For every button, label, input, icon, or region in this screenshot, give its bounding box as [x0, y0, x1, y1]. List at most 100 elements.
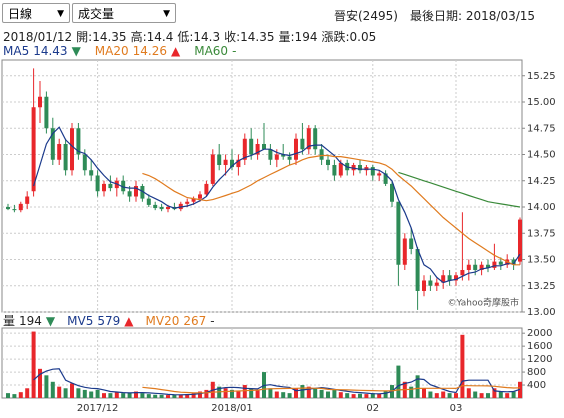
candle-body	[434, 282, 439, 286]
volume-bar	[486, 393, 490, 398]
candle-body	[89, 170, 94, 176]
candle-body	[166, 207, 170, 210]
volume-bar	[338, 392, 343, 398]
candle-body	[383, 173, 388, 184]
legend-name: MV5	[67, 314, 94, 328]
volume-bar	[422, 388, 426, 398]
info-line: 2018/01/12 開:14.35 高:14.4 低:14.3 收:14.35 量:19…	[3, 28, 380, 45]
volume-bar	[146, 394, 151, 398]
volume-bar	[326, 391, 330, 398]
volume-bar	[473, 391, 478, 398]
candle-body	[146, 198, 151, 205]
x-tick-label: 03	[450, 403, 463, 414]
candle-body	[236, 159, 241, 168]
candle-body	[6, 207, 10, 210]
volume-bar	[249, 388, 254, 398]
candle-body	[76, 128, 81, 155]
indicator-label: 成交量	[78, 7, 115, 21]
period-label: 日線	[8, 7, 33, 21]
volume-bar	[492, 388, 497, 398]
candle-body	[249, 138, 254, 155]
dropdown-arrow: ▼	[163, 9, 170, 19]
candle-body	[422, 280, 426, 291]
volume-bar	[198, 391, 202, 398]
candle-body	[402, 238, 407, 265]
candle-body	[31, 107, 36, 192]
volume-bar	[364, 394, 369, 398]
volume-bar	[153, 394, 158, 398]
candle-body	[217, 154, 222, 165]
candle-body	[511, 259, 516, 265]
candle-body	[313, 128, 318, 150]
y-tick-label: 800	[527, 367, 546, 378]
volume-bar	[191, 393, 196, 398]
indicator-select[interactable]: 成交量 ▼	[72, 3, 176, 23]
legend-name: 量	[3, 314, 16, 328]
y-tick-label: 15.25	[527, 71, 556, 82]
legend-name: MA60	[194, 44, 229, 58]
ma-line	[33, 126, 521, 284]
candle-body	[12, 209, 17, 211]
candle-body	[50, 128, 55, 160]
volume-legend: 量 194 ▼ MV5 579 ▲ MV20 267-	[3, 312, 227, 329]
volume-bar	[159, 394, 164, 398]
y-tick-label: 15.00	[527, 97, 556, 108]
volume-bar	[332, 389, 337, 398]
volume-bar	[31, 331, 36, 398]
candle-body	[191, 198, 196, 202]
volume-bar	[306, 386, 311, 398]
y-tick-label: 14.75	[527, 123, 556, 134]
candle-body	[466, 264, 471, 270]
info-field: 漲跌:0.05	[321, 30, 377, 44]
candle-body	[441, 275, 446, 283]
stock-name: 晉安(2495)	[334, 9, 398, 23]
volume-bar	[102, 393, 106, 398]
volume-bar	[25, 388, 30, 398]
legend-name: MV20	[145, 314, 180, 328]
info-field: 開:14.35	[76, 30, 127, 44]
volume-bar	[479, 393, 484, 398]
volume-bar	[351, 394, 356, 398]
candle-body	[153, 204, 158, 209]
y-tick-label: 14.00	[527, 202, 556, 213]
volume-bar	[409, 386, 414, 398]
candle-body	[38, 96, 42, 108]
volume-bar	[95, 389, 100, 398]
candle-body	[25, 196, 30, 204]
volume-bar	[236, 391, 241, 398]
candle-body	[274, 154, 279, 160]
volume-bar	[441, 391, 446, 398]
candle-body	[447, 275, 452, 281]
volume-bar	[172, 394, 177, 398]
legend-trend: -	[210, 314, 215, 328]
candle-body	[262, 144, 266, 150]
x-tick-label: 02	[366, 403, 379, 414]
mv-line	[142, 385, 521, 394]
candle-body	[473, 264, 478, 270]
candle-body	[185, 201, 190, 204]
candle-body	[108, 183, 113, 189]
candle-body	[230, 159, 234, 168]
candle-body	[332, 165, 337, 176]
candle-body	[428, 280, 433, 286]
candle-body	[287, 156, 292, 160]
legend-value: 194	[19, 314, 42, 328]
candle-body	[57, 144, 62, 160]
legend-trend: ▼	[71, 44, 81, 58]
info-field: 2018/01/12	[3, 30, 73, 44]
legend-name: MA5	[3, 44, 30, 58]
x-tick-label: 2017/12	[77, 403, 119, 414]
candle-body	[294, 138, 298, 160]
candle-body	[492, 261, 497, 268]
candle-body	[159, 207, 164, 210]
volume-bar	[57, 386, 62, 398]
candle-body	[326, 159, 330, 165]
legend-value: 14.26	[132, 44, 167, 58]
volume-bar	[268, 388, 273, 398]
volume-bar	[383, 391, 388, 398]
dropdown-arrow: ▼	[57, 9, 64, 19]
candle-body	[121, 180, 126, 192]
period-select[interactable]: 日線 ▼	[2, 3, 70, 23]
candle-body	[95, 175, 100, 192]
candle-body	[44, 96, 49, 129]
